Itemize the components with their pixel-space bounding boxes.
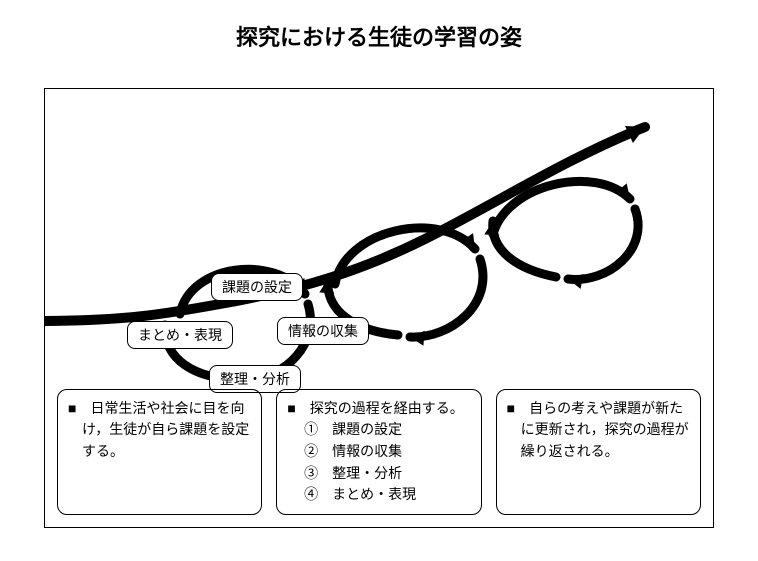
page-title: 探究における生徒の学習の姿 <box>0 20 758 52</box>
info-box-center-item: ① 課題の設定 <box>287 419 470 441</box>
info-box-center-item: ② 情報の収集 <box>287 441 470 463</box>
info-box-center: ■ 探究の過程を経由する。 ① 課題の設定② 情報の収集③ 整理・分析④ まとめ… <box>276 389 481 515</box>
info-box-center-item: ③ 整理・分析 <box>287 463 470 485</box>
info-box-center-lead: ■ 探究の過程を経由する。 <box>287 398 470 420</box>
info-box-center-item: ④ まとめ・表現 <box>287 484 470 506</box>
step-label-step2: 情報の収集 <box>277 317 369 345</box>
info-box-left-text: ■ 日常生活や社会に目を向け，生徒が自ら課題を設定する。 <box>68 398 251 463</box>
info-box-right-text: ■ 自らの考えや課題が新たに更新され，探究の過程が繰り返される。 <box>507 398 690 463</box>
diagram-frame: 課題の設定まとめ・表現情報の収集整理・分析 ■ 日常生活や社会に目を向け，生徒が… <box>44 88 714 528</box>
info-box-right: ■ 自らの考えや課題が新たに更新され，探究の過程が繰り返される。 <box>496 389 701 515</box>
page: 探究における生徒の学習の姿 課題の設定まとめ・表現情報の収集整理・分析 ■ 日常… <box>0 0 758 561</box>
info-box-left: ■ 日常生活や社会に目を向け，生徒が自ら課題を設定する。 <box>57 389 262 515</box>
step-label-step4: まとめ・表現 <box>127 321 233 349</box>
step-label-step1: 課題の設定 <box>211 273 303 301</box>
bottom-boxes: ■ 日常生活や社会に目を向け，生徒が自ら課題を設定する。 ■ 探究の過程を経由す… <box>57 389 701 515</box>
